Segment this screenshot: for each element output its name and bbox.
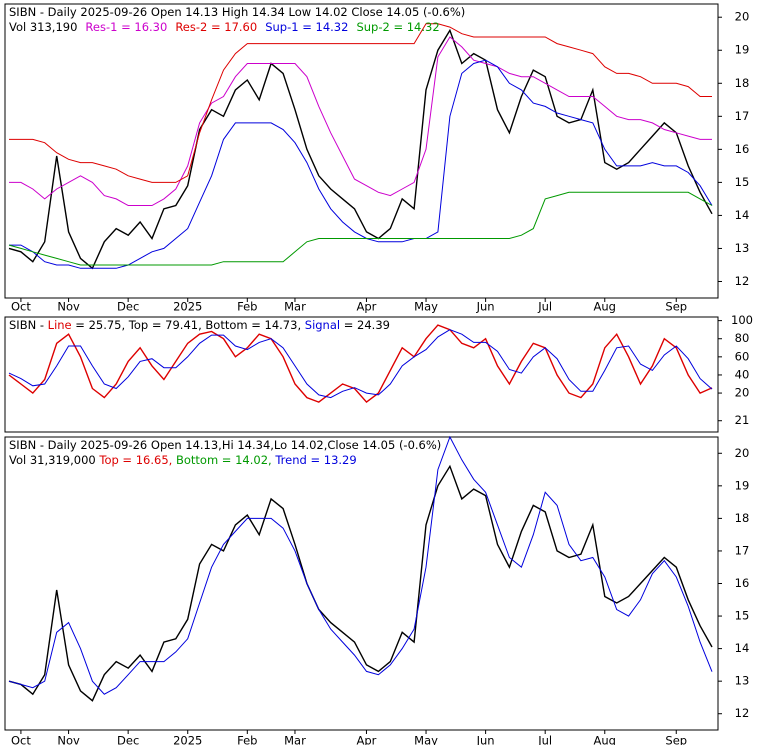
series-line [8,191,713,266]
header-text: Sup-2 = 14.32 [356,20,439,34]
y-tick-label: 12 [735,706,750,720]
x-tick-label: Nov [57,300,80,314]
y-tick-label: 20 [735,446,750,460]
y-tick-label: 14 [735,641,750,655]
x-tick-label: Jun [476,734,495,745]
x-tick-label: Feb [237,734,257,745]
series-line [8,28,713,270]
x-tick-label: Feb [237,300,257,314]
header-line: Vol 313,190 Res-1 = 16.30 Res-2 = 17.60 Sup… [9,20,440,34]
y-tick-label: 17 [735,109,750,123]
header-text: Bottom = 14.02, [176,453,275,467]
x-tick-label: Aug [594,734,616,745]
header-text: Signal [305,318,340,332]
y-tick-label: 15 [735,175,750,189]
x-tick-label: Apr [357,734,377,745]
x-tick-label: Nov [57,734,80,745]
x-tick-label: Sep [665,734,687,745]
panel-frame [4,436,719,731]
header-text: SIBN - [9,318,48,332]
y-tick-label: 19 [735,43,750,57]
x-tick-label: Dec [117,300,139,314]
header-line: SIBN - Line = 25.75, Top = 79.41, Bottom… [9,318,390,332]
y-tick-label: 17 [735,543,750,557]
x-tick-label: Oct [11,300,31,314]
x-tick-label: Jun [476,300,495,314]
y-tick-label: 19 [735,478,750,492]
header-text: SIBN - Daily 2025-09-26 Open 14.13,Hi 14… [9,438,441,452]
header-text: Res-2 = 17.60 [175,20,257,34]
series-line [8,435,713,695]
x-tick-label: Sep [665,300,687,314]
x-tick-label: 2025 [173,734,202,745]
x-tick-label: Jul [537,734,552,745]
header-text: = 24.39 [340,318,390,332]
series-line [9,36,712,206]
series-line [8,329,713,399]
x-tick-label: Jul [537,300,552,314]
header-text: Trend = 13.29 [274,453,356,467]
x-tick-label: Aug [594,300,616,314]
header-text: Res-1 = 16.30 [85,20,167,34]
y-tick-label: 12 [735,274,750,288]
panel-frame [4,316,719,433]
header-text: Vol 31,319,000 [9,453,99,467]
panel-frame [4,3,719,299]
header-line: SIBN - Daily 2025-09-26 Open 14.13,Hi 14… [9,438,441,452]
x-tick-label: Dec [117,734,139,745]
x-tick-label: Mar [284,734,306,745]
header-text: = 25.75, Top = 79.41, Bottom = 14.73, [72,318,305,332]
y-tick-label: 15 [735,609,750,623]
x-tick-label: May [414,300,438,314]
x-tick-label: Apr [357,300,377,314]
y-tick-label: 16 [735,142,750,156]
y-tick-label: 13 [735,241,750,255]
y-tick-label: 100 [731,313,753,327]
series-line [8,464,713,702]
x-tick-label: 2025 [173,300,202,314]
y-tick-label: 20 [735,10,750,24]
x-tick-label: Oct [11,734,31,745]
x-tick-label: Mar [284,300,306,314]
series-line [9,23,712,183]
y-tick-label: 18 [735,76,750,90]
y-tick-label: 13 [735,674,750,688]
header-text: SIBN - Daily 2025-09-26 Open 14.13 High … [9,5,465,19]
y-tick-label: 14 [735,208,750,222]
y-tick-label: 20 [735,386,750,400]
header-text: Top = 16.65, [98,453,176,467]
header-line: Vol 31,319,000 Top = 16.65, Bottom = 14.… [9,453,357,467]
header-text: Vol 313,190 [9,20,77,34]
header-text: Sup-1 = 14.32 [265,20,348,34]
header-text: Line [48,318,72,332]
y-tick-label: 16 [735,576,750,590]
y-tick-label: 80 [735,331,750,345]
x-tick-label: May [414,734,438,745]
header-line: SIBN - Daily 2025-09-26 Open 14.13 High … [9,5,465,19]
series-line [9,59,713,269]
y-tick-label: 40 [735,367,750,381]
y-tick-label: 18 [735,511,750,525]
series-line [8,324,713,404]
y-tick-label: 21 [735,413,750,427]
y-tick-label: 60 [735,349,750,363]
